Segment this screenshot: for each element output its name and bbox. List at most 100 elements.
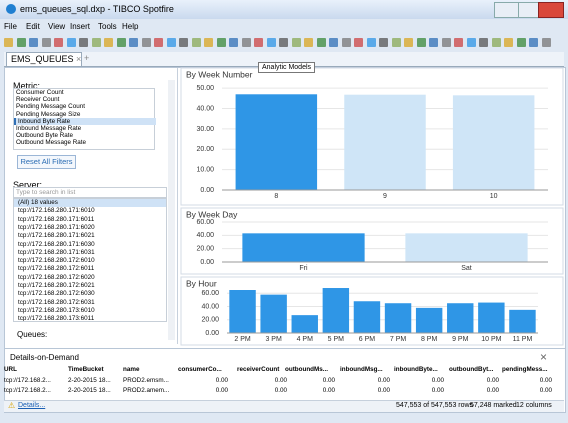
toolbar-button[interactable] xyxy=(291,38,301,47)
server-item[interactable]: tcp://172.168.280.171:6030 xyxy=(18,240,95,248)
x-tick-label: 8 PM xyxy=(421,336,438,343)
server-item[interactable]: tcp://172.168.280.172:6021 xyxy=(18,282,95,289)
details-close[interactable]: × xyxy=(540,350,548,364)
details-link[interactable]: Details... xyxy=(18,402,46,409)
toolbar-button[interactable] xyxy=(541,38,551,47)
metric-item[interactable]: Outbound Byte Rate xyxy=(16,132,74,140)
server-item[interactable]: tcp://172.168.280.172:6030 xyxy=(18,290,95,298)
scrollbar[interactable] xyxy=(168,80,175,340)
toolbar-button[interactable] xyxy=(416,38,426,47)
toolbar-button[interactable] xyxy=(79,38,88,47)
toolbar-button[interactable] xyxy=(529,38,538,47)
metric-item[interactable]: Inbound Message Rate xyxy=(16,125,82,132)
toolbar-button[interactable] xyxy=(466,38,476,47)
menu-item[interactable]: Tools xyxy=(98,22,117,31)
server-item[interactable]: tcp://172.168.280.171:6031 xyxy=(18,248,95,256)
toolbar-button[interactable] xyxy=(66,38,76,47)
x-tick-label: 6 PM xyxy=(359,336,376,343)
server-item[interactable]: tcp://172.168.280.172:6010 xyxy=(18,257,95,265)
server-item[interactable]: tcp://172.168.280.171:6011 xyxy=(18,215,95,223)
metric-item[interactable]: Outbound Message Rate xyxy=(16,139,87,147)
menu-item[interactable]: Edit xyxy=(26,22,40,31)
server-item[interactable]: tcp://172.168.280.172:6020 xyxy=(18,273,95,281)
search-box[interactable]: Type to search in list xyxy=(13,187,167,198)
server-item[interactable]: tcp://172.168.280.171:6010 xyxy=(18,207,95,215)
close-button[interactable] xyxy=(538,2,564,18)
toolbar-button[interactable] xyxy=(16,38,26,47)
toolbar-button[interactable] xyxy=(516,38,526,47)
toolbar-button[interactable] xyxy=(204,38,213,47)
toolbar-button[interactable] xyxy=(254,38,263,47)
toolbar-button[interactable] xyxy=(366,38,376,47)
chart-title: By Hour xyxy=(186,278,217,288)
y-tick-label: 0.00 xyxy=(200,187,214,194)
toolbar-button[interactable] xyxy=(54,38,63,47)
toolbar-button[interactable] xyxy=(354,38,363,47)
column-header[interactable]: receiverCount xyxy=(237,366,280,373)
server-item[interactable]: tcp://172.168.280.173:6011 xyxy=(18,315,95,322)
metric-item[interactable]: Consumer Count xyxy=(16,89,64,96)
toolbar-button[interactable] xyxy=(266,38,276,47)
toolbar-button[interactable] xyxy=(104,38,113,47)
column-header[interactable]: URL xyxy=(4,366,17,373)
toolbar-button[interactable] xyxy=(279,38,288,47)
toolbar-button[interactable] xyxy=(229,38,238,47)
toolbar-button[interactable] xyxy=(41,38,51,47)
reset-button[interactable]: Reset All Filters xyxy=(17,155,76,169)
bar xyxy=(322,288,350,333)
menu-item[interactable]: File xyxy=(4,22,17,31)
toolbar-button[interactable] xyxy=(504,38,513,47)
toolbar-button[interactable] xyxy=(4,38,13,47)
metric-item[interactable]: Pending Message Count xyxy=(16,103,85,111)
toolbar-button[interactable] xyxy=(329,38,338,47)
server-item[interactable]: tcp://172.168.280.171:6021 xyxy=(18,232,95,240)
toolbar-button[interactable] xyxy=(141,38,151,47)
bar xyxy=(452,95,535,190)
server-item[interactable]: tcp://172.168.280.171:6020 xyxy=(18,223,95,231)
toolbar-button[interactable] xyxy=(454,38,463,47)
toolbar-button[interactable] xyxy=(91,38,101,47)
toolbar-button[interactable] xyxy=(216,38,226,47)
server-item[interactable]: tcp://172.168.280.173:6010 xyxy=(18,306,95,314)
toolbar-button[interactable] xyxy=(166,38,176,47)
toolbar-button[interactable] xyxy=(404,38,413,47)
menu-item[interactable]: Help xyxy=(122,22,139,31)
column-header[interactable]: outboundByt... xyxy=(449,366,494,373)
toolbar-button[interactable] xyxy=(391,38,401,47)
toolbar-button[interactable] xyxy=(304,38,313,47)
server-item[interactable]: tcp://172.168.280.172:6011 xyxy=(18,265,95,273)
column-header[interactable]: inboundMsg... xyxy=(340,366,383,373)
menu-item[interactable]: View xyxy=(48,22,66,31)
toolbar-button[interactable] xyxy=(429,38,438,47)
metric-item[interactable]: Receiver Count xyxy=(16,96,60,104)
add-tab[interactable]: + xyxy=(84,53,90,63)
column-header[interactable]: inboundByte... xyxy=(394,366,438,373)
column-header[interactable]: consumerCo... xyxy=(178,366,222,373)
toolbar-button[interactable] xyxy=(191,38,201,47)
column-header[interactable]: TimeBucket xyxy=(68,366,104,373)
table-cell: PROD2.amem... xyxy=(123,387,170,394)
server-item[interactable]: (All) 18 values xyxy=(14,199,166,207)
column-header[interactable]: name xyxy=(123,366,140,373)
toolbar-button[interactable] xyxy=(154,38,163,47)
menu-item[interactable]: Insert xyxy=(70,22,91,31)
toolbar-button[interactable] xyxy=(491,38,501,47)
bar xyxy=(415,307,443,333)
toolbar-button[interactable] xyxy=(316,38,326,47)
metric-item[interactable]: Pending Message Size xyxy=(16,110,81,118)
server-item[interactable]: tcp://172.168.280.172:6031 xyxy=(18,298,95,306)
toolbar-button[interactable] xyxy=(479,38,488,47)
toolbar-button[interactable] xyxy=(379,38,388,47)
toolbar-button[interactable] xyxy=(441,38,451,47)
bar xyxy=(235,94,318,190)
metric-item[interactable]: Inbound Byte Rate xyxy=(14,117,156,125)
column-header[interactable]: outboundMs... xyxy=(285,366,329,373)
toolbar-button[interactable] xyxy=(116,38,126,47)
column-header[interactable]: pendingMess... xyxy=(502,366,548,373)
tab[interactable]: EMS_QUEUES × xyxy=(6,52,82,66)
toolbar-button[interactable] xyxy=(29,38,38,47)
toolbar-button[interactable] xyxy=(179,38,188,47)
toolbar-button[interactable] xyxy=(129,38,138,47)
toolbar-button[interactable] xyxy=(241,38,251,47)
toolbar-button[interactable] xyxy=(341,38,351,47)
